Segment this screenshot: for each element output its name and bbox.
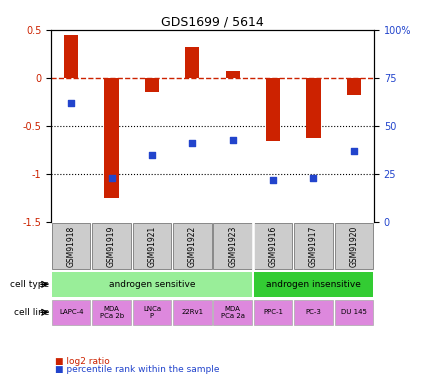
Bar bbox=[105, 78, 119, 198]
Text: LNCa
P: LNCa P bbox=[143, 306, 161, 319]
Point bbox=[68, 100, 75, 106]
Text: GSM91923: GSM91923 bbox=[228, 226, 237, 267]
Text: GSM91919: GSM91919 bbox=[107, 226, 116, 267]
Title: GDS1699 / 5614: GDS1699 / 5614 bbox=[161, 16, 264, 29]
Text: GSM91922: GSM91922 bbox=[188, 226, 197, 267]
Text: MDA
PCa 2b: MDA PCa 2b bbox=[99, 306, 124, 319]
FancyBboxPatch shape bbox=[254, 300, 292, 325]
FancyBboxPatch shape bbox=[254, 223, 292, 269]
FancyBboxPatch shape bbox=[92, 300, 131, 325]
Text: 22Rv1: 22Rv1 bbox=[181, 309, 204, 315]
Text: DU 145: DU 145 bbox=[341, 309, 367, 315]
Text: MDA
PCa 2a: MDA PCa 2a bbox=[221, 306, 245, 319]
Point bbox=[108, 175, 115, 181]
Text: ■ log2 ratio: ■ log2 ratio bbox=[55, 357, 110, 366]
Point bbox=[189, 140, 196, 146]
FancyBboxPatch shape bbox=[92, 223, 131, 269]
FancyBboxPatch shape bbox=[294, 223, 333, 269]
Bar bbox=[266, 78, 280, 141]
FancyBboxPatch shape bbox=[334, 300, 373, 325]
Text: LAPC-4: LAPC-4 bbox=[59, 309, 83, 315]
Bar bbox=[226, 71, 240, 78]
FancyBboxPatch shape bbox=[213, 223, 252, 269]
Bar bbox=[347, 78, 361, 95]
Text: PC-3: PC-3 bbox=[306, 309, 321, 315]
FancyBboxPatch shape bbox=[133, 300, 171, 325]
FancyBboxPatch shape bbox=[52, 300, 91, 325]
FancyBboxPatch shape bbox=[52, 272, 252, 297]
Text: ■ percentile rank within the sample: ■ percentile rank within the sample bbox=[55, 364, 220, 374]
FancyBboxPatch shape bbox=[173, 223, 212, 269]
FancyBboxPatch shape bbox=[294, 300, 333, 325]
Bar bbox=[185, 47, 199, 78]
FancyBboxPatch shape bbox=[133, 223, 171, 269]
Text: GSM91916: GSM91916 bbox=[269, 226, 278, 267]
Point bbox=[230, 136, 236, 142]
Bar bbox=[306, 78, 320, 138]
FancyBboxPatch shape bbox=[213, 300, 252, 325]
FancyBboxPatch shape bbox=[254, 272, 373, 297]
Text: GSM91917: GSM91917 bbox=[309, 226, 318, 267]
Text: cell line: cell line bbox=[14, 308, 49, 317]
Text: PPC-1: PPC-1 bbox=[263, 309, 283, 315]
Bar bbox=[64, 35, 78, 78]
FancyBboxPatch shape bbox=[52, 223, 91, 269]
Text: GSM91921: GSM91921 bbox=[147, 226, 156, 267]
Text: androgen insensitive: androgen insensitive bbox=[266, 280, 361, 289]
Text: GSM91920: GSM91920 bbox=[349, 226, 358, 267]
Text: cell type: cell type bbox=[10, 280, 49, 289]
Bar bbox=[145, 78, 159, 93]
Point bbox=[350, 148, 357, 154]
FancyBboxPatch shape bbox=[334, 223, 373, 269]
FancyBboxPatch shape bbox=[173, 300, 212, 325]
Point bbox=[269, 177, 276, 183]
Text: GSM91918: GSM91918 bbox=[67, 226, 76, 267]
Point bbox=[149, 152, 156, 158]
Text: androgen sensitive: androgen sensitive bbox=[109, 280, 195, 289]
Point bbox=[310, 175, 317, 181]
